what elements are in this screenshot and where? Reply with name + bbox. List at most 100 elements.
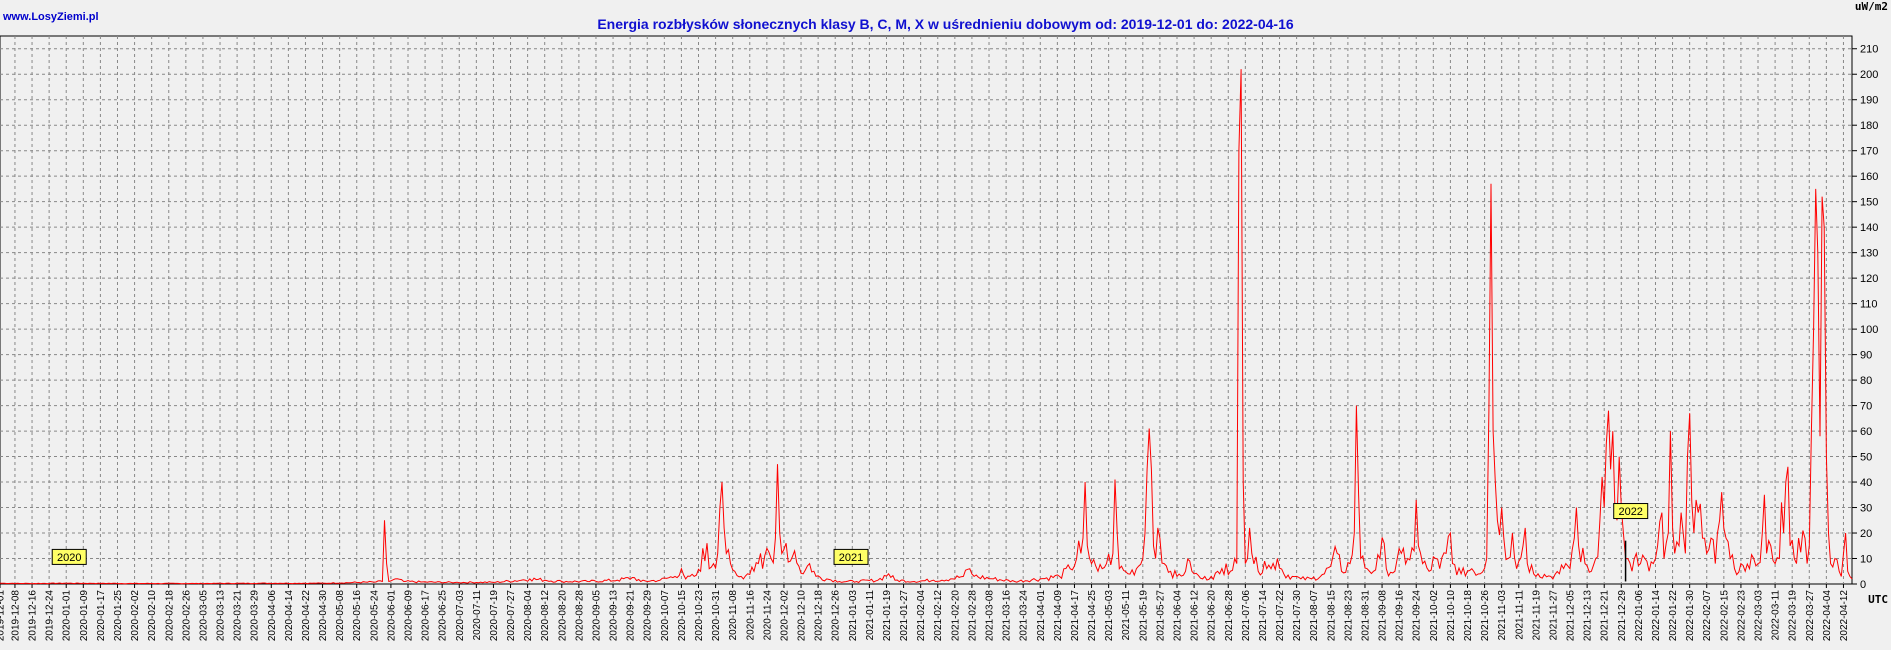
- y-tick-label: 80: [1860, 375, 1872, 387]
- y-axis: 0 10 20 30 40 50 60 70 80 90 100 110 120 130 140 150 160…: [1852, 44, 1878, 591]
- x-tick-label: 2022-01-06: [1634, 590, 1645, 642]
- x-tick-label: 2020-07-19: [489, 590, 500, 642]
- x-tick-label: 2022-01-14: [1651, 590, 1662, 642]
- x-tick-label: 2020-01-01: [62, 590, 73, 642]
- x-tick-label: 2020-04-14: [284, 590, 295, 642]
- x-tick-label: 2022-01-22: [1668, 590, 1679, 642]
- x-tick-label: 2020-09-05: [591, 590, 602, 642]
- x-tick-label: 2021-05-19: [1138, 590, 1149, 642]
- year-label-text: 2021: [839, 552, 863, 564]
- y-tick-label: 150: [1860, 197, 1878, 209]
- x-tick-label: 2020-09-21: [626, 590, 637, 642]
- y-tick-label: 70: [1860, 401, 1872, 413]
- year-label: 2022: [1613, 503, 1649, 520]
- x-tick-label: 2020-10-31: [711, 590, 722, 642]
- x-tick-label: 2021-04-09: [1053, 590, 1064, 642]
- year-label-box: [833, 548, 869, 565]
- x-tick-label: 2021-02-28: [967, 590, 978, 642]
- x-tick-label: 2021-01-19: [882, 590, 893, 642]
- year-label-box: [51, 548, 87, 565]
- x-tick-label: 2020-03-13: [216, 590, 227, 642]
- year-labels: 2020 2021 2022: [51, 503, 1649, 565]
- y-tick-label: 0: [1860, 579, 1866, 591]
- year-label: 2020: [51, 548, 87, 565]
- year-label: 2021: [833, 548, 869, 565]
- x-tick-label: 2020-03-29: [250, 590, 261, 642]
- y-tick-label: 50: [1860, 452, 1872, 464]
- x-tick-label: 2020-02-10: [147, 590, 158, 642]
- x-tick-label: 2022-04-12: [1839, 590, 1850, 642]
- y-tick-label: 20: [1860, 528, 1872, 540]
- year-label-text: 2022: [1618, 506, 1642, 518]
- x-tick-label: 2022-03-19: [1788, 590, 1799, 642]
- x-tick-label: 2020-11-16: [745, 590, 756, 641]
- x-tick-label: 2020-03-05: [198, 590, 209, 642]
- x-tick-label: 2020-07-03: [455, 590, 466, 642]
- x-tick-label: 2020-04-22: [301, 590, 312, 642]
- x-tick-label: 2021-09-24: [1412, 590, 1423, 642]
- y-tick-label: 160: [1860, 171, 1878, 183]
- x-tick-label: 2020-11-08: [728, 590, 739, 641]
- y-tick-label: 60: [1860, 426, 1872, 438]
- x-tick-label: 2022-03-03: [1754, 590, 1765, 642]
- x-tick-label: 2020-06-01: [386, 590, 397, 642]
- x-tick-label: 2020-08-28: [574, 590, 585, 642]
- x-tick-label: 2021-03-16: [1002, 590, 1013, 642]
- x-tick-label: 2020-09-29: [643, 590, 654, 642]
- x-tick-label: 2021-08-31: [1360, 590, 1371, 642]
- x-tick-label: 2020-02-18: [164, 590, 175, 642]
- x-tick-label: 2021-04-17: [1070, 590, 1081, 642]
- x-tick-label: 2019-12-08: [10, 590, 21, 642]
- x-tick-label: 2021-12-13: [1583, 590, 1594, 642]
- x-tick-label: 2021-10-02: [1429, 590, 1440, 642]
- x-tick-label: 2020-06-09: [403, 590, 414, 642]
- x-tick-label: 2020-12-10: [797, 590, 808, 642]
- y-tick-label: 40: [1860, 477, 1872, 489]
- year-label-text: 2020: [57, 552, 81, 564]
- x-tick-label: 2021-07-30: [1292, 590, 1303, 642]
- x-tick-label: 2022-02-15: [1719, 590, 1730, 642]
- x-tick-label: 2020-06-17: [421, 590, 432, 642]
- x-tick-label: 2020-12-26: [831, 590, 842, 642]
- y-tick-label: 180: [1860, 120, 1878, 132]
- x-tick-label: 2021-06-12: [1190, 590, 1201, 642]
- y-tick-label: 30: [1860, 503, 1872, 515]
- x-tick-label: 2021-06-28: [1224, 590, 1235, 642]
- x-tick-label: 2021-07-14: [1258, 590, 1269, 642]
- x-tick-label: 2020-11-24: [762, 590, 773, 641]
- x-tick-label: 2021-12-21: [1600, 590, 1611, 642]
- x-tick-label: 2020-10-23: [694, 590, 705, 642]
- x-tick-label: 2020-05-16: [352, 590, 363, 642]
- x-tick-label: 2020-01-09: [79, 590, 90, 642]
- x-tick-label: 2020-12-18: [814, 590, 825, 642]
- x-tick-label: 2021-12-05: [1566, 590, 1577, 642]
- x-tick-label: 2021-11-03: [1497, 590, 1508, 641]
- y-tick-label: 90: [1860, 350, 1872, 362]
- x-axis-unit-label: UTC: [1868, 593, 1888, 606]
- x-tick-label: 2020-02-02: [130, 590, 141, 642]
- x-tick-label: 2021-12-29: [1617, 590, 1628, 642]
- x-tick-label: 2021-07-22: [1275, 590, 1286, 642]
- x-tick-label: 2020-07-11: [472, 590, 483, 641]
- x-tick-label: 2021-11-27: [1548, 590, 1559, 641]
- x-tick-label: 2020-05-08: [335, 590, 346, 642]
- x-tick-label: 2020-08-04: [523, 590, 534, 642]
- x-tick-label: 2021-06-20: [1207, 590, 1218, 642]
- y-tick-label: 10: [1860, 554, 1872, 566]
- x-tick-label: 2021-10-26: [1480, 590, 1491, 642]
- x-tick-label: 2022-03-11: [1771, 590, 1782, 641]
- x-tick-label: 2020-04-30: [318, 590, 329, 642]
- y-tick-label: 190: [1860, 95, 1878, 107]
- x-tick-label: 2021-02-20: [950, 590, 961, 642]
- x-tick-label: 2020-12-02: [779, 590, 790, 642]
- x-tick-label: 2021-02-04: [916, 590, 927, 642]
- x-tick-label: 2020-07-27: [506, 590, 517, 642]
- x-tick-label: 2021-04-25: [1087, 590, 1098, 642]
- site-link[interactable]: www.LosyZiemi.pl: [3, 11, 99, 23]
- x-tick-label: 2021-02-12: [933, 590, 944, 642]
- x-tick-label: 2022-04-04: [1822, 590, 1833, 642]
- series-line: [0, 69, 1853, 585]
- y-tick-label: 110: [1860, 299, 1878, 311]
- x-tick-label: 2020-03-21: [233, 590, 244, 642]
